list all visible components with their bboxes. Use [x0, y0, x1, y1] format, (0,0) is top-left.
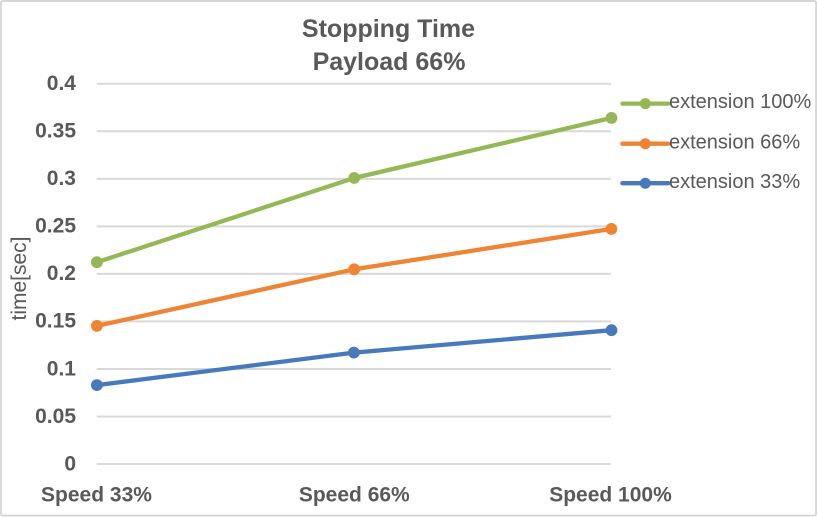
svg-text:0: 0	[64, 452, 76, 475]
svg-text:0.15: 0.15	[35, 310, 76, 333]
svg-text:extension 100%: extension 100%	[669, 91, 812, 113]
svg-text:0.4: 0.4	[47, 72, 77, 95]
svg-text:Speed 66%: Speed 66%	[299, 483, 410, 506]
svg-text:Speed 33%: Speed 33%	[41, 483, 152, 506]
svg-text:0.1: 0.1	[47, 357, 77, 380]
svg-text:extension 33%: extension 33%	[669, 171, 800, 193]
svg-text:0.3: 0.3	[47, 167, 76, 190]
svg-text:Stopping Time: Stopping Time	[302, 15, 475, 43]
svg-text:0.2: 0.2	[47, 262, 76, 285]
svg-text:0.05: 0.05	[35, 405, 76, 428]
svg-text:0.25: 0.25	[35, 215, 76, 238]
svg-text:extension 66%: extension 66%	[669, 131, 800, 153]
svg-text:time[sec]: time[sec]	[8, 236, 31, 320]
svg-text:Speed 100%: Speed 100%	[549, 483, 672, 506]
svg-text:0.35: 0.35	[35, 120, 76, 143]
svg-text:Payload 66%: Payload 66%	[313, 48, 466, 76]
